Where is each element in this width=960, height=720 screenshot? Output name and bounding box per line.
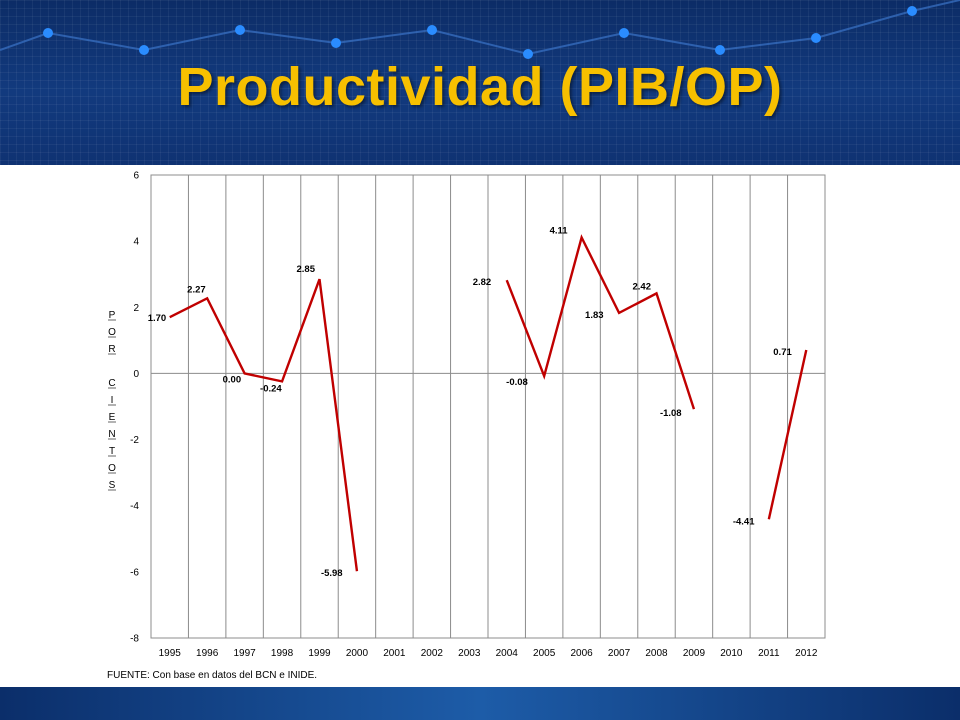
y-tick-label: -2 [130, 435, 139, 446]
data-label: -5.98 [321, 568, 343, 579]
decor-dot [523, 49, 533, 59]
data-label: 1.70 [148, 313, 167, 324]
x-tick-label: 2010 [720, 648, 743, 659]
y-tick-label: 4 [133, 237, 139, 248]
x-tick-label: 2005 [533, 648, 556, 659]
x-tick-label: 2006 [570, 648, 593, 659]
series-line [169, 278, 359, 572]
header-grid-pattern [0, 0, 960, 165]
data-label: -0.24 [260, 383, 282, 394]
data-label: 0.71 [773, 347, 792, 358]
x-tick-label: 2011 [758, 648, 780, 659]
header-decoration [0, 0, 960, 59]
y-axis-label-letter: E [109, 412, 116, 423]
x-tick-label: 2008 [645, 648, 668, 659]
series-line [505, 234, 696, 410]
decor-dot [427, 25, 437, 35]
y-axis-label-letter: O [108, 327, 116, 338]
decor-dot [715, 45, 725, 55]
decor-dot [907, 6, 917, 16]
decor-dot [139, 45, 149, 55]
data-label: 2.85 [297, 264, 316, 275]
series-line [767, 349, 808, 520]
x-tick-label: 2002 [421, 648, 444, 659]
y-tick-label: -6 [130, 567, 139, 578]
decor-dot [235, 25, 245, 35]
y-tick-label: 6 [133, 171, 139, 182]
x-tick-label: 2004 [496, 648, 519, 659]
x-tick-label: 2009 [683, 648, 706, 659]
decor-dot [811, 33, 821, 43]
y-tick-label: 0 [133, 369, 139, 380]
x-tick-label: 2000 [346, 648, 369, 659]
footer-band [0, 687, 960, 720]
data-label: -0.08 [506, 377, 528, 388]
x-tick-label: 2001 [383, 648, 406, 659]
y-axis-label-letter: T [109, 446, 115, 457]
y-tick-label: -4 [130, 501, 139, 512]
data-label: 2.27 [187, 284, 206, 295]
data-label: 4.11 [550, 226, 569, 237]
slide-title: Productividad (PIB/OP) [177, 57, 783, 117]
x-tick-label: 2003 [458, 648, 481, 659]
decor-dot [619, 28, 629, 38]
x-tick-label: 2012 [795, 648, 818, 659]
x-tick-label: 1996 [196, 648, 219, 659]
data-label: 1.83 [585, 310, 604, 321]
y-axis-label-letter: P [109, 310, 116, 321]
x-tick-label: 1999 [308, 648, 331, 659]
source-note: FUENTE: Con base en datos del BCN e INID… [107, 670, 318, 681]
data-label: -4.41 [733, 516, 755, 527]
y-axis-label-letter: C [108, 378, 115, 389]
y-tick-label: 2 [133, 303, 139, 314]
data-label: 2.42 [633, 281, 652, 292]
data-label: 0.00 [223, 374, 242, 385]
y-axis-label-letter: S [109, 480, 116, 491]
chart-area [0, 165, 960, 687]
x-tick-label: 1998 [271, 648, 294, 659]
y-axis-label-letter: I [111, 395, 114, 406]
line-chart: 6 4 2 0 -2 -4 -6 -8 1995 1996 1997 1998 1999 2000 2001… [108, 171, 826, 659]
decor-dot [331, 38, 341, 48]
slide-header: Productividad (PIB/OP) [0, 0, 960, 165]
y-axis-label-letter: R [108, 344, 115, 355]
data-label: -1.08 [660, 408, 682, 419]
x-tick-label: 2007 [608, 648, 631, 659]
y-axis-label-letter: O [108, 463, 116, 474]
decor-dot [43, 28, 53, 38]
x-tick-label: 1997 [233, 648, 256, 659]
x-tick-label: 1995 [159, 648, 182, 659]
y-axis-label-letter: N [108, 429, 115, 440]
data-label: 2.82 [473, 277, 492, 288]
y-tick-label: -8 [130, 634, 139, 645]
